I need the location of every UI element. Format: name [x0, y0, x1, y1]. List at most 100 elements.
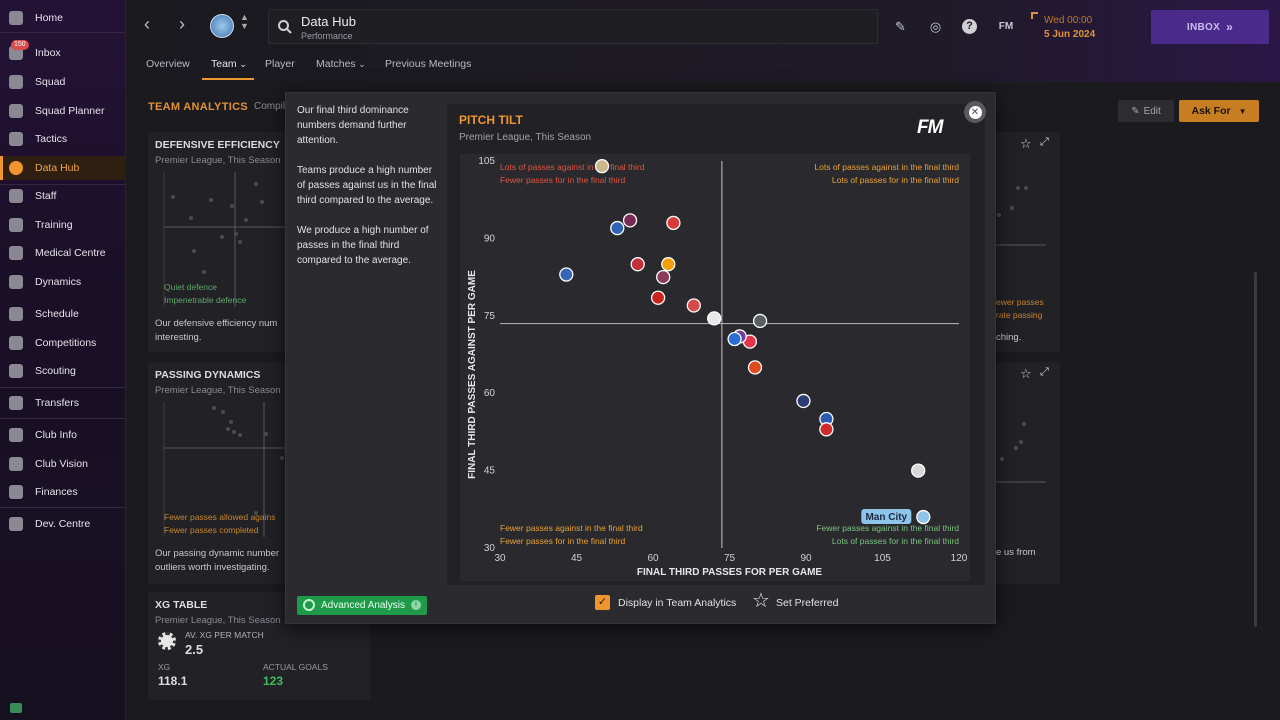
- tab-player[interactable]: Player: [265, 58, 295, 70]
- sidebar-item-dev-centre[interactable]: Dev. Centre: [0, 512, 126, 536]
- sidebar-item-staff[interactable]: Staff: [0, 184, 126, 208]
- club-crest-point: [559, 267, 574, 282]
- tab-label: Player: [265, 58, 295, 70]
- club-crest-point: [796, 393, 811, 409]
- close-button[interactable]: ✕: [964, 101, 986, 123]
- fm-icon[interactable]: FM: [998, 21, 1014, 32]
- y-tick-label: 60: [484, 388, 496, 399]
- search-box[interactable]: Data Hub Performance: [268, 9, 878, 44]
- sidebar-item-inbox[interactable]: 150 Inbox: [0, 40, 126, 65]
- schedule-icon: [9, 307, 23, 321]
- display-in-team-analytics-checkbox[interactable]: ✓: [595, 595, 610, 610]
- sidebar-item-label: Tactics: [35, 133, 68, 145]
- sidebar-item-label: Transfers: [35, 397, 79, 409]
- set-preferred-label[interactable]: Set Preferred: [776, 597, 839, 609]
- mini-scatter-plot: [163, 172, 286, 307]
- scrollbar[interactable]: [1254, 272, 1257, 627]
- right-card-2[interactable]: ☆ ⤢ e us from: [996, 362, 1060, 584]
- sidebar-item-competitions[interactable]: Competitions: [0, 331, 126, 355]
- scatter-chart: 30 45 60 75 90 105 120 30 45 60 75 90 105 FINAL THIRD…: [460, 154, 970, 581]
- expand-icon[interactable]: ⤢: [1040, 366, 1049, 378]
- sidebar-item-label: Dev. Centre: [35, 518, 91, 530]
- sidebar-item-label: Schedule: [35, 308, 79, 320]
- expand-icon[interactable]: ⤢: [1040, 136, 1049, 148]
- current-date[interactable]: 5 Jun 2024: [1044, 29, 1096, 40]
- medical-icon: [9, 246, 23, 260]
- analysis-text: Our final third dominance numbers demand…: [297, 103, 437, 283]
- chevron-down-icon: ▼: [1238, 106, 1247, 116]
- advanced-analysis-button[interactable]: Advanced Analysis i: [297, 596, 427, 615]
- sidebar-item-dynamics[interactable]: Dynamics: [0, 270, 126, 294]
- sidebar-item-finances[interactable]: Finances: [0, 480, 126, 504]
- y-tick-label: 30: [484, 543, 496, 554]
- star-icon[interactable]: ☆: [1020, 366, 1032, 381]
- sidebar-item-club-info[interactable]: Club Info: [0, 423, 126, 447]
- ask-for-label: Ask For: [1191, 105, 1231, 117]
- sidebar-item-squad-planner[interactable]: Squad Planner: [0, 99, 126, 123]
- mini-scatter-plot: [996, 422, 1046, 483]
- football-icon: [158, 632, 176, 650]
- chevron-down-icon: ⌄: [355, 59, 366, 69]
- quadrant-label: Fewer passes against in the final third: [500, 523, 643, 533]
- analysis-icon: [303, 599, 315, 611]
- home-icon: [9, 11, 23, 25]
- right-card-1[interactable]: ☆ ⤢ ewer passes rate passing ching.: [996, 132, 1060, 352]
- club-crest-point: [747, 360, 763, 375]
- tab-overview[interactable]: Overview: [146, 58, 190, 70]
- sidebar-item-medical-centre[interactable]: Medical Centre: [0, 241, 126, 265]
- x-tick-label: 120: [951, 553, 968, 564]
- quadrant-label: Quiet defence: [164, 282, 217, 292]
- staff-icon: [9, 189, 23, 203]
- tab-team[interactable]: Team ⌄: [211, 58, 247, 70]
- active-tab-underline: [202, 78, 254, 80]
- sidebar-item-data-hub[interactable]: Data Hub: [0, 156, 126, 180]
- status-icon: [10, 703, 22, 713]
- sidebar-item-home[interactable]: Home: [0, 6, 126, 30]
- sidebar-item-training[interactable]: Training: [0, 213, 126, 237]
- sidebar-item-label: Squad Planner: [35, 105, 105, 117]
- sidebar-item-transfers[interactable]: Transfers: [0, 391, 126, 415]
- tab-previous-meetings[interactable]: Previous Meetings: [385, 58, 471, 70]
- header: ‹ › ▲ ▼ Data Hub Performance ✎ ◎ ? FM Wed…: [128, 0, 1280, 82]
- quadrant-label: rate passing: [996, 310, 1043, 320]
- ask-for-button[interactable]: Ask For ▼: [1179, 100, 1259, 122]
- passing-dynamics-card[interactable]: PASSING DYNAMICS Premier League, This Se…: [148, 362, 293, 584]
- transfers-icon: [9, 396, 23, 410]
- club-badge[interactable]: [210, 14, 234, 38]
- x-axis-label: FINAL THIRD PASSES FOR PER GAME: [637, 567, 823, 578]
- edit-pencil-icon[interactable]: ✎: [895, 19, 906, 34]
- info-icon[interactable]: i: [411, 600, 421, 610]
- back-arrow-icon[interactable]: ‹: [144, 14, 150, 34]
- club-crest-point: [630, 257, 645, 272]
- defensive-efficiency-card[interactable]: DEFENSIVE EFFICIENCY Premier League, Thi…: [148, 132, 293, 352]
- club-switch-icon[interactable]: ▲ ▼: [240, 12, 249, 31]
- star-icon[interactable]: ☆: [1020, 136, 1032, 151]
- sidebar-item-tactics[interactable]: Tactics: [0, 127, 126, 151]
- forward-arrow-icon[interactable]: ›: [179, 14, 185, 34]
- sidebar-item-label: Dynamics: [35, 276, 82, 288]
- tab-matches[interactable]: Matches ⌄: [316, 58, 366, 70]
- club-crest-point: [622, 213, 638, 228]
- x-tick-label: 30: [494, 553, 506, 564]
- calendar-corner-icon: [1031, 12, 1038, 19]
- sidebar-item-club-vision[interactable]: Club Vision: [0, 452, 126, 476]
- inbox-count-badge: 150: [11, 40, 29, 50]
- help-icon[interactable]: ?: [962, 19, 977, 34]
- inbox-continue-button[interactable]: INBOX »: [1151, 10, 1269, 44]
- club-crest-point: [686, 298, 701, 313]
- sidebar-item-squad[interactable]: Squad: [0, 70, 126, 94]
- sidebar-item-schedule[interactable]: Schedule: [0, 302, 126, 326]
- page-subtitle: Performance: [301, 31, 353, 41]
- quadrant-label: Fewer passes completed: [164, 525, 259, 535]
- sidebar-item-label: Inbox: [35, 47, 61, 59]
- sidebar-item-label: Club Vision: [35, 458, 88, 470]
- card-subtitle: Premier League, This Season: [155, 615, 281, 626]
- chart-title: PITCH TILT: [459, 113, 523, 127]
- sidebar-item-scouting[interactable]: Scouting: [0, 359, 126, 383]
- y-tick-label: 90: [484, 233, 496, 244]
- edit-button[interactable]: ✎ Edit: [1118, 100, 1174, 122]
- search-icon: [278, 20, 292, 34]
- star-icon[interactable]: ☆: [752, 590, 770, 612]
- quadrant-label: Fewer passes against in the final third: [816, 523, 959, 533]
- globe-icon[interactable]: ◎: [929, 19, 942, 34]
